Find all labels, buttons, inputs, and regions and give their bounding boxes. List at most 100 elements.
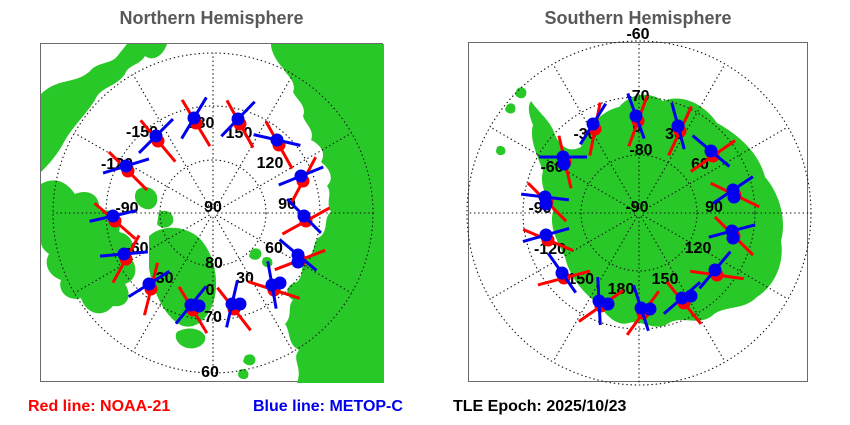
metopc-position-dot bbox=[643, 302, 657, 316]
metopc-position-dot bbox=[297, 209, 311, 223]
metopc-position-dot bbox=[119, 159, 133, 173]
metopc-position-dot bbox=[291, 255, 305, 269]
station-marker bbox=[220, 99, 256, 149]
northern-hemisphere-map: 908070601801501209060300-30-60-90-120-15… bbox=[40, 43, 384, 383]
station-marker bbox=[520, 181, 570, 223]
metopc-position-dot bbox=[555, 266, 569, 280]
meridian-line bbox=[74, 132, 210, 212]
station-marker bbox=[174, 285, 209, 334]
grid-label: 90 bbox=[204, 199, 222, 216]
station-marker bbox=[216, 280, 252, 332]
station-marker bbox=[281, 197, 331, 236]
metopc-position-dot bbox=[117, 247, 131, 261]
grid-label: 120 bbox=[257, 155, 284, 172]
station-marker bbox=[522, 226, 574, 252]
metopc-position-dot bbox=[539, 197, 553, 211]
meridian-line bbox=[216, 214, 352, 294]
legend-metopc: Blue line: METOP-C bbox=[253, 398, 403, 415]
landmass bbox=[237, 44, 384, 383]
landmass bbox=[505, 103, 516, 114]
metopc-position-dot bbox=[704, 144, 718, 158]
grid-label: 180 bbox=[608, 281, 635, 298]
grid-label: 150 bbox=[652, 271, 679, 288]
grid-label: -90 bbox=[625, 199, 648, 216]
station-marker bbox=[539, 135, 587, 189]
grid-label: 60 bbox=[201, 364, 219, 381]
grid-label: -60 bbox=[626, 26, 649, 43]
station-marker bbox=[89, 202, 137, 240]
station-marker bbox=[690, 250, 744, 290]
landmass bbox=[515, 87, 527, 99]
station-marker bbox=[274, 238, 326, 272]
latitude-ring bbox=[580, 154, 698, 272]
metopc-position-dot bbox=[294, 169, 308, 183]
meridian-line bbox=[132, 216, 212, 352]
landmass bbox=[249, 248, 262, 260]
landmass bbox=[135, 187, 158, 210]
grid-label: 70 bbox=[204, 309, 222, 326]
grid-label: 90 bbox=[705, 199, 723, 216]
meridian-line bbox=[640, 216, 726, 363]
metopc-position-dot bbox=[273, 276, 287, 290]
metopc-position-dot bbox=[192, 299, 206, 313]
landmass bbox=[238, 368, 249, 380]
grid-label: 30 bbox=[236, 270, 254, 287]
metopc-position-dot bbox=[539, 228, 553, 242]
station-marker bbox=[710, 175, 760, 209]
station-marker bbox=[278, 156, 324, 206]
station-marker bbox=[537, 252, 591, 294]
grid-label: 0 bbox=[206, 282, 215, 299]
metopc-position-dot bbox=[586, 117, 600, 131]
grid-label: -30 bbox=[150, 270, 173, 287]
station-marker bbox=[102, 150, 150, 192]
northern-hemisphere-title: Northern Hemisphere bbox=[119, 8, 304, 28]
station-marker bbox=[247, 261, 301, 309]
station-marker bbox=[99, 234, 149, 284]
metopc-position-dot bbox=[270, 133, 284, 147]
station-marker bbox=[626, 92, 649, 147]
southern-hemisphere-title: Southern Hemisphere bbox=[544, 8, 732, 28]
tle-epoch-label: TLE Epoch: 2025/10/23 bbox=[453, 398, 627, 415]
landmass bbox=[243, 354, 256, 366]
metopc-position-dot bbox=[231, 112, 245, 126]
legend-noaa21: Red line: NOAA-21 bbox=[28, 398, 171, 415]
meridian-line bbox=[214, 216, 294, 352]
station-marker bbox=[579, 102, 607, 156]
metopc-position-dot bbox=[142, 277, 156, 291]
station-marker bbox=[253, 120, 301, 170]
metopc-position-dot bbox=[671, 119, 685, 133]
latitude-ring bbox=[159, 159, 267, 267]
station-marker bbox=[667, 102, 693, 157]
metopc-position-dot bbox=[187, 111, 201, 125]
station-marker bbox=[578, 276, 624, 326]
landmass bbox=[175, 328, 206, 349]
metopc-position-dot bbox=[684, 289, 698, 303]
station-marker bbox=[180, 96, 212, 147]
station-marker bbox=[662, 281, 703, 325]
station-marker bbox=[708, 215, 756, 257]
meridian-line bbox=[640, 63, 726, 210]
metopc-position-dot bbox=[726, 231, 740, 245]
landmass bbox=[496, 145, 506, 156]
latitude-ring bbox=[522, 96, 756, 330]
meridian-line bbox=[552, 216, 638, 363]
meridian-line bbox=[216, 132, 352, 212]
meridian-line bbox=[214, 74, 294, 210]
grid-label: 150 bbox=[226, 125, 253, 142]
grid-label: -80 bbox=[629, 142, 652, 159]
station-marker bbox=[690, 134, 736, 173]
landmass bbox=[528, 94, 784, 327]
station-marker bbox=[127, 262, 171, 316]
meridian-line bbox=[74, 214, 210, 294]
grid-label: 80 bbox=[205, 255, 223, 272]
metopc-position-dot bbox=[727, 190, 741, 204]
southern-hemisphere-polar-plot: -60-70-80-900306090120150180-150-120-90-… bbox=[466, 26, 812, 386]
metopc-position-dot bbox=[106, 209, 120, 223]
northern-hemisphere-polar-plot: 908070601801501209060300-30-60-90-120-15… bbox=[41, 44, 384, 383]
station-marker bbox=[137, 117, 177, 163]
grid-label: 60 bbox=[265, 240, 283, 257]
metopc-position-dot bbox=[708, 263, 722, 277]
grid-label: 120 bbox=[685, 240, 712, 257]
metopc-position-dot bbox=[601, 297, 615, 311]
